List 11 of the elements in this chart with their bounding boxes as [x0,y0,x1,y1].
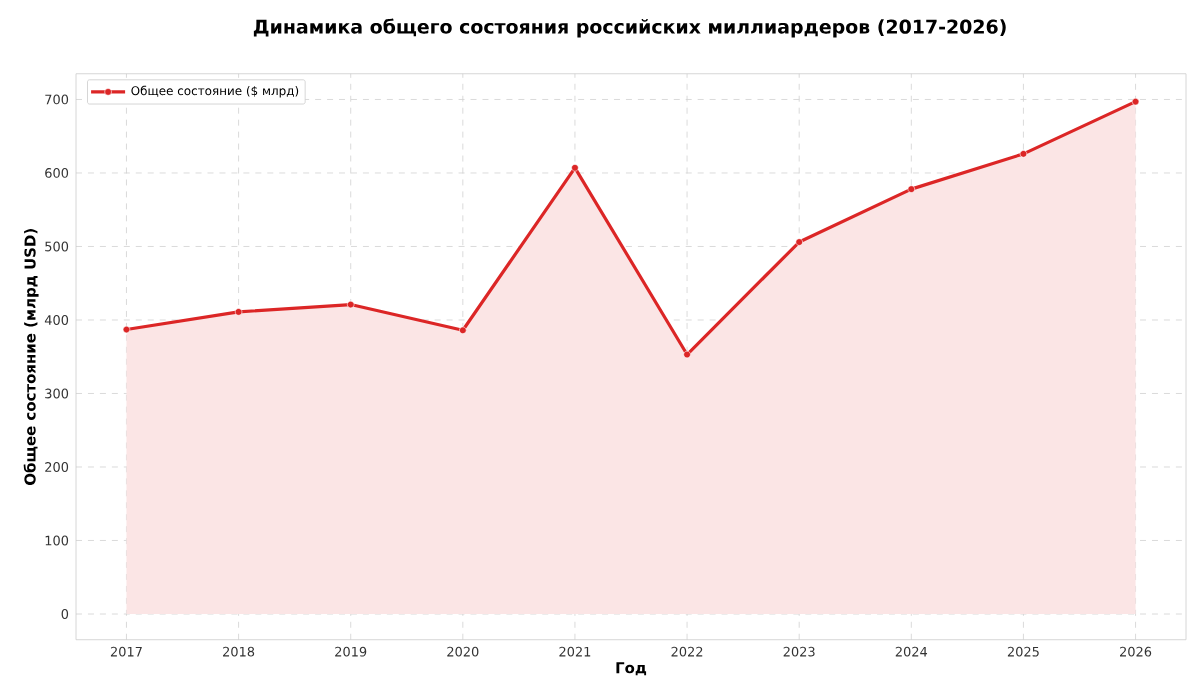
point [347,300,355,309]
point [571,164,579,172]
point [683,350,691,359]
point [459,326,467,334]
point [234,308,243,316]
point [907,185,915,193]
point [795,238,803,246]
chart-title: Динамика общего состояния российских миллиардеров (2017-2026) [253,18,1006,38]
point [1131,97,1140,106]
point [1019,150,1028,158]
point [122,325,131,334]
